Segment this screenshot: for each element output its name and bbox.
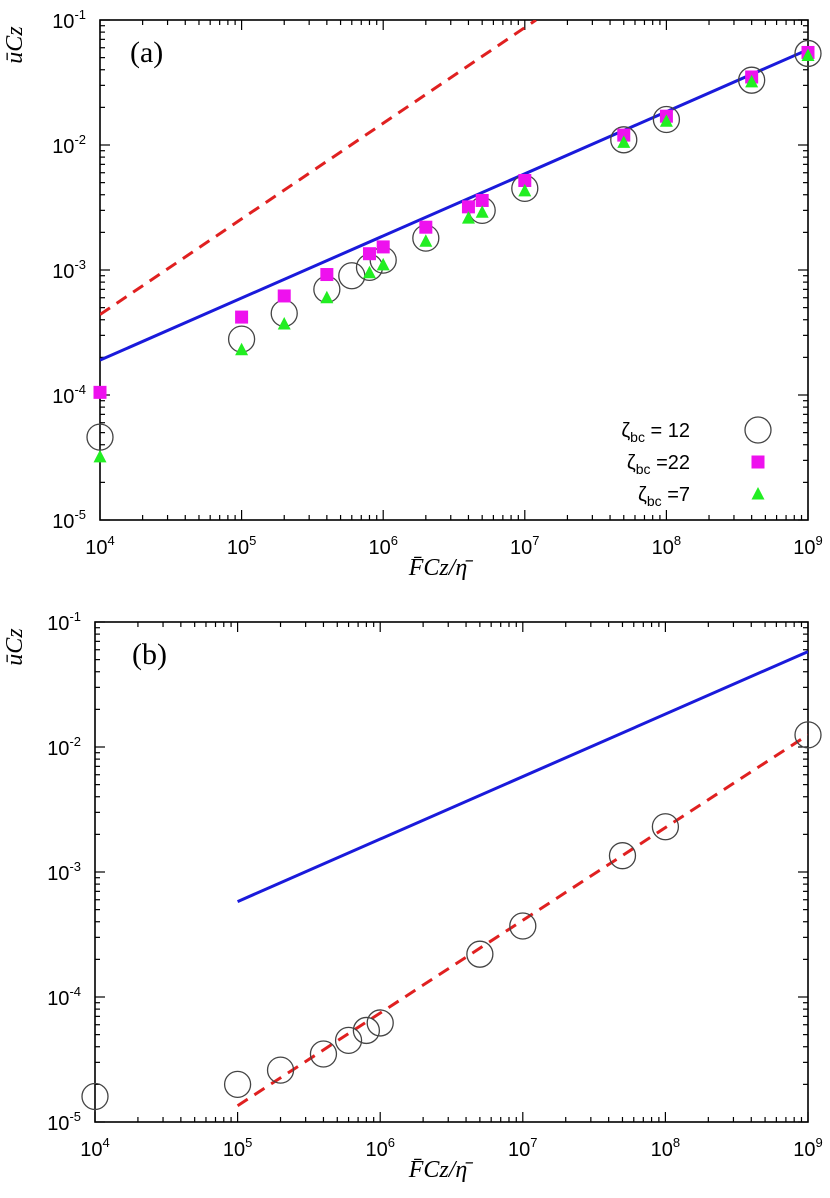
- y-axis-label: ūCz: [2, 26, 28, 64]
- data-point-circle: [509, 912, 537, 940]
- data-point-circle: [309, 1040, 338, 1068]
- data-point-circle: [81, 1082, 109, 1111]
- y-tick-label: 10-2: [52, 132, 86, 158]
- data-point-triangle: [518, 183, 532, 197]
- chart-panel-b: 104 105 106 107 108 109 10-5 10-4 10-3 10-2 10-1 (b…: [2, 609, 823, 1183]
- x-axis-label: F̄Cz/η̄: [408, 1157, 474, 1183]
- data-point-circle: [610, 126, 638, 154]
- y-tick-label: 10-5: [47, 1109, 81, 1135]
- data-point-square: [461, 200, 475, 214]
- blue-line: [236, 650, 808, 903]
- data-point-triangle: [235, 342, 249, 356]
- x-tick-label: 108: [652, 533, 681, 559]
- series-zeta7: [93, 48, 815, 463]
- data-point-triangle: [419, 234, 433, 247]
- panel-label: (a): [130, 36, 163, 69]
- data-point-square: [376, 240, 390, 254]
- data-point-triangle: [362, 265, 376, 279]
- x-tick-label: 109: [793, 1135, 822, 1161]
- legend: ζbc = 12 ζbc =22 ζbc =7: [621, 416, 772, 509]
- data-point-square: [277, 289, 291, 303]
- data-point-circle: [738, 66, 766, 94]
- data-point-circle: [608, 842, 637, 870]
- x-tick-label: 105: [223, 1135, 252, 1161]
- y-tick-label: 10-1: [47, 609, 81, 635]
- chart-panel-a: 104 105 106 107 108 109 10-5 10-4 10-3 10-2 10-1 (a…: [2, 7, 823, 581]
- data-point-circle: [266, 1056, 295, 1084]
- data-point-triangle: [751, 487, 765, 500]
- data-point-square: [475, 193, 489, 207]
- x-tick-label: 108: [651, 1135, 680, 1161]
- data-point-circle: [651, 813, 680, 841]
- data-point-circle: [652, 105, 681, 134]
- panel-label: (b): [132, 638, 167, 671]
- x-tick-label: 107: [508, 1135, 537, 1161]
- plot-area: [100, 20, 808, 362]
- data-point-square: [235, 310, 249, 324]
- y-tick-label: 10-3: [52, 257, 86, 283]
- data-point-triangle: [461, 211, 475, 224]
- data-point-square: [419, 220, 433, 234]
- y-tick-label: 10-2: [47, 734, 81, 760]
- data-point-triangle: [376, 257, 390, 271]
- series-zeta12: [86, 39, 822, 451]
- series-zeta12: [81, 721, 822, 1111]
- data-point-circle: [366, 1009, 394, 1037]
- legend-label: ζbc = 12: [621, 420, 690, 445]
- y-axis-label: ūCz: [2, 628, 28, 666]
- data-point-circle: [794, 721, 822, 749]
- data-point-triangle: [277, 316, 291, 330]
- x-tick-label: 107: [510, 533, 539, 559]
- data-point-triangle: [801, 48, 815, 61]
- y-tick-label: 10-4: [52, 382, 86, 408]
- red-dashed-line: [236, 733, 808, 1107]
- blue-line: [100, 48, 808, 362]
- x-tick-label: 104: [80, 1135, 109, 1161]
- data-point-triangle: [475, 205, 489, 218]
- data-point-circle: [794, 39, 822, 68]
- data-point-circle: [223, 1070, 252, 1099]
- plot-area: [236, 650, 808, 1107]
- data-point-square: [518, 173, 532, 187]
- x-tick-label: 104: [85, 533, 114, 559]
- series-zeta22: [93, 45, 815, 399]
- red-dashed-line: [100, 20, 537, 316]
- data-point-square: [93, 385, 107, 399]
- y-tick-label: 10-3: [47, 859, 81, 885]
- data-point-square: [362, 247, 376, 261]
- data-point-circle: [744, 416, 772, 444]
- data-point-triangle: [320, 290, 334, 304]
- y-tick-label: 10-5: [52, 507, 86, 533]
- data-point-square: [751, 455, 765, 469]
- data-point-square: [320, 268, 334, 282]
- data-point-triangle: [93, 449, 107, 463]
- x-tick-label: 106: [365, 1135, 394, 1161]
- x-tick-label: 109: [793, 533, 822, 559]
- data-point-triangle: [617, 135, 631, 148]
- data-point-circle: [352, 1016, 381, 1045]
- data-point-circle: [334, 1026, 363, 1054]
- y-tick-label: 10-4: [47, 984, 81, 1010]
- data-point-triangle: [659, 114, 673, 127]
- legend-label: ζbc =22: [627, 452, 690, 477]
- data-point-square: [617, 128, 631, 142]
- x-tick-label: 106: [368, 533, 397, 559]
- data-point-triangle: [745, 74, 759, 88]
- x-axis-label: F̄Cz/η̄: [408, 555, 474, 581]
- legend-label: ζbc =7: [638, 484, 690, 509]
- data-point-circle: [338, 262, 366, 290]
- x-tick-label: 105: [227, 533, 256, 559]
- y-tick-label: 10-1: [52, 7, 86, 33]
- data-point-circle: [466, 940, 494, 968]
